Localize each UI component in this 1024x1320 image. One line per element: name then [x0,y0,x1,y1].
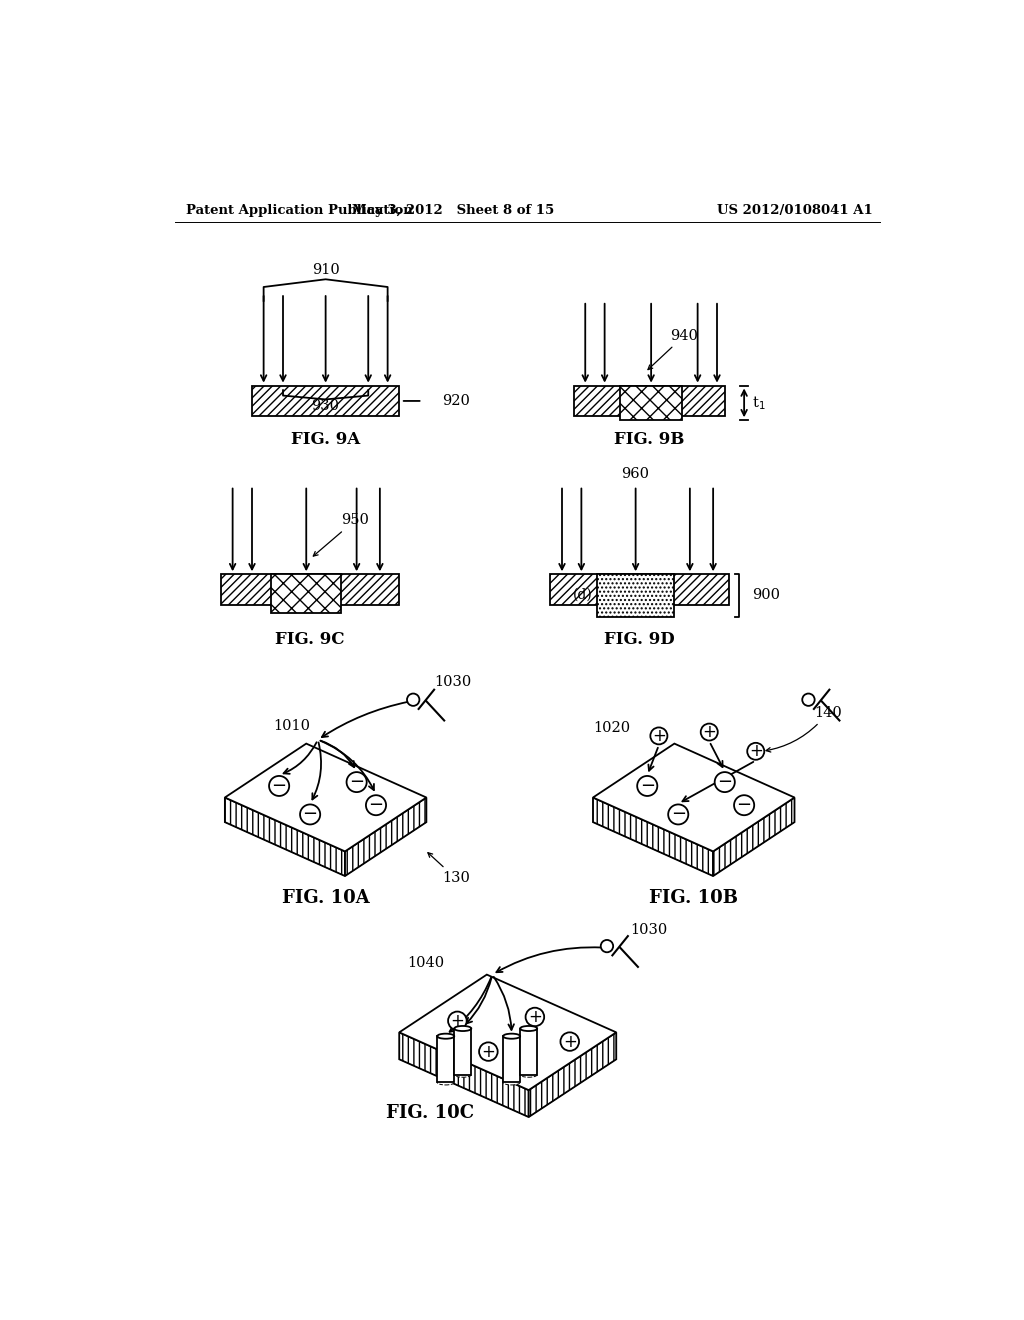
Bar [455,1028,471,1074]
Circle shape [700,723,718,741]
Text: 950: 950 [313,513,369,556]
Bar [221,574,399,605]
Text: FIG. 9B: FIG. 9B [613,430,684,447]
Text: May 3, 2012   Sheet 8 of 15: May 3, 2012 Sheet 8 of 15 [352,205,555,218]
Polygon shape [345,797,426,876]
Text: −: − [671,805,686,824]
Text: FIG. 10A: FIG. 10A [282,888,370,907]
Ellipse shape [503,1034,520,1039]
Ellipse shape [520,1072,538,1077]
Circle shape [449,1011,467,1030]
Circle shape [269,776,289,796]
Text: 1030: 1030 [630,923,668,937]
Text: −: − [717,774,732,791]
Polygon shape [528,1032,616,1117]
Polygon shape [225,743,426,851]
Bar [503,1036,520,1082]
Text: +: + [481,1043,496,1060]
Bar [252,385,399,416]
Text: 1020: 1020 [593,721,630,735]
Polygon shape [593,797,713,876]
Ellipse shape [455,1026,471,1031]
Text: US 2012/0108041 A1: US 2012/0108041 A1 [717,205,872,218]
Ellipse shape [437,1034,455,1039]
Polygon shape [225,797,345,876]
Polygon shape [713,797,795,876]
Text: −: − [640,777,654,795]
Text: FIG. 10C: FIG. 10C [386,1105,474,1122]
Ellipse shape [437,1080,455,1085]
Text: −: − [736,796,752,814]
Text: −: − [369,796,384,814]
Text: 1040: 1040 [407,956,444,970]
Text: 920: 920 [442,393,470,408]
Circle shape [802,693,815,706]
Text: +: + [451,1012,464,1030]
Circle shape [346,772,367,792]
Text: 940: 940 [648,329,698,370]
Circle shape [601,940,613,952]
Circle shape [637,776,657,796]
Text: 1010: 1010 [273,719,310,733]
Text: FIG. 9D: FIG. 9D [604,631,675,648]
Ellipse shape [455,1072,471,1077]
Circle shape [734,795,755,816]
Text: 910: 910 [311,263,340,277]
Text: 140: 140 [766,706,842,752]
Polygon shape [593,743,795,851]
Text: 900: 900 [752,587,780,602]
Text: −: − [302,805,317,824]
Circle shape [479,1043,498,1061]
Text: 130: 130 [428,853,470,886]
Text: +: + [652,727,666,744]
Polygon shape [399,974,616,1090]
Text: 930: 930 [311,399,340,413]
Text: 1030: 1030 [434,675,471,689]
Ellipse shape [503,1080,520,1085]
Circle shape [366,795,386,816]
Bar [550,574,729,605]
Bar [271,574,341,612]
Bar [597,574,675,616]
Text: +: + [528,1008,542,1026]
Circle shape [300,804,321,825]
Text: −: − [349,774,365,791]
Text: +: + [749,742,763,760]
Text: FIG. 9C: FIG. 9C [275,631,345,648]
Circle shape [650,727,668,744]
Text: t$_1$: t$_1$ [752,395,765,412]
Circle shape [407,693,420,706]
Polygon shape [399,1032,528,1117]
Bar [573,385,725,416]
Text: Patent Application Publication: Patent Application Publication [186,205,413,218]
Circle shape [560,1032,579,1051]
Text: +: + [702,723,716,741]
Circle shape [669,804,688,825]
Ellipse shape [520,1026,538,1031]
Circle shape [748,743,764,760]
Text: +: + [563,1032,577,1051]
Bar [437,1036,455,1082]
Circle shape [525,1007,544,1026]
Text: 960: 960 [622,467,649,480]
Text: FIG. 9A: FIG. 9A [291,430,360,447]
Text: FIG. 10B: FIG. 10B [649,888,738,907]
Bar [621,385,682,420]
Circle shape [715,772,735,792]
Text: (d): (d) [572,587,592,602]
Bar [520,1028,538,1074]
Text: −: − [271,777,287,795]
